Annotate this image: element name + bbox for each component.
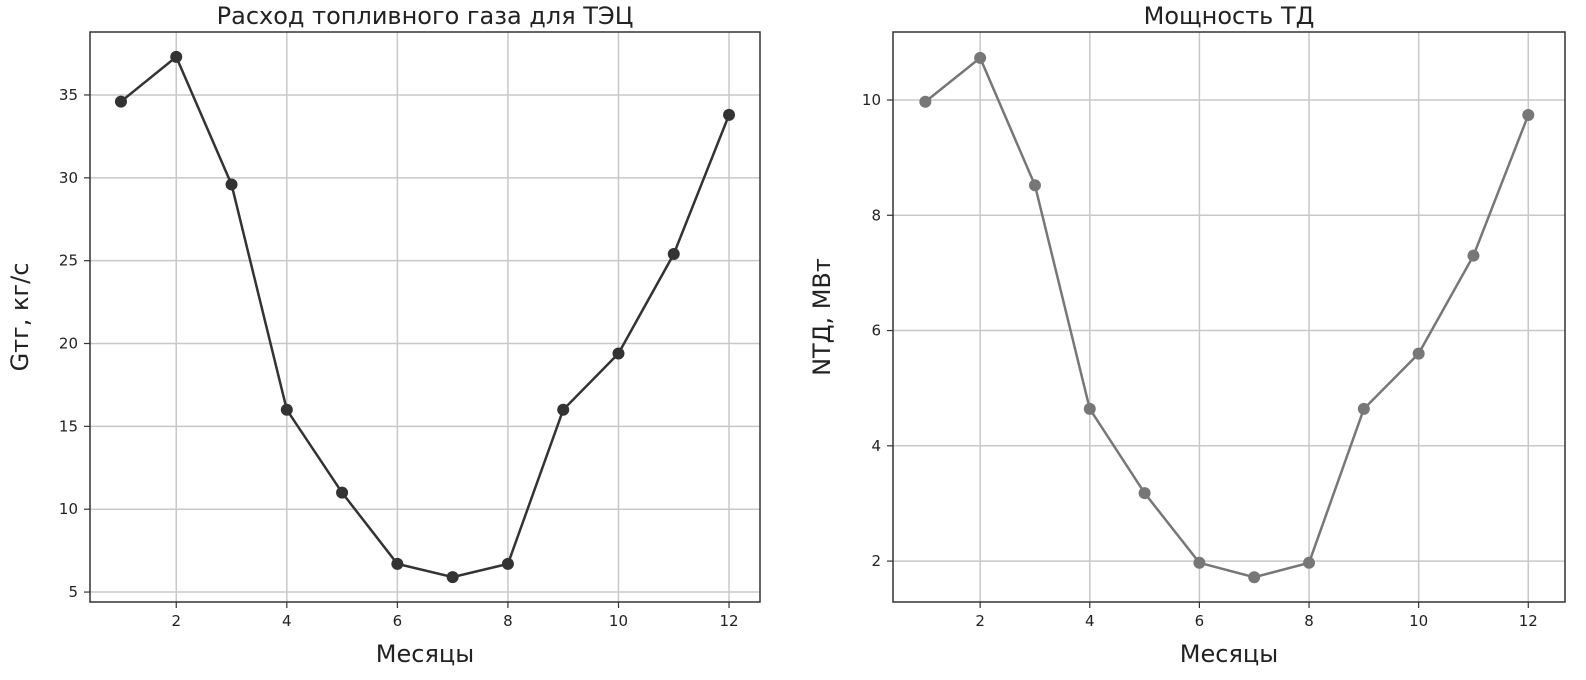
chart-title: Расход топливного газа для ТЭЦ xyxy=(217,2,634,30)
data-point xyxy=(1248,571,1261,584)
data-point xyxy=(501,557,514,570)
data-point xyxy=(446,571,459,584)
data-point xyxy=(1412,347,1425,360)
x-tick-label: 8 xyxy=(503,612,513,630)
x-tick-label: 6 xyxy=(1195,612,1205,630)
data-point xyxy=(723,108,736,121)
y-tick-label: 35 xyxy=(59,86,78,104)
y-tick-label: 25 xyxy=(59,252,78,270)
y-tick-label: 4 xyxy=(871,437,881,455)
y-tick-label: 5 xyxy=(68,583,78,601)
x-tick-label: 12 xyxy=(719,612,738,630)
x-tick-label: 2 xyxy=(171,612,181,630)
subplot-2: 2 4 6 8 10 12 2 4 6 8 10 Мощность ТД Месяцы NТД, МВт xyxy=(808,2,1566,668)
data-point xyxy=(391,557,404,570)
y-axis-label: NТД, МВт xyxy=(808,258,836,376)
y-tick-label: 8 xyxy=(871,206,881,224)
x-tick-label: 6 xyxy=(393,612,403,630)
y-tick-label: 10 xyxy=(862,91,881,109)
data-point xyxy=(1357,402,1370,415)
data-point xyxy=(170,50,183,63)
x-tick-label: 4 xyxy=(282,612,292,630)
data-point xyxy=(557,403,570,416)
data-point xyxy=(919,95,932,108)
x-tick-label: 8 xyxy=(1304,612,1314,630)
chart-title: Мощность ТД xyxy=(1144,2,1315,30)
x-axis-label: Месяцы xyxy=(1180,640,1278,668)
x-tick-label: 12 xyxy=(1519,612,1538,630)
data-point xyxy=(280,403,293,416)
data-point xyxy=(667,248,680,261)
y-tick-label: 10 xyxy=(59,500,78,518)
series-line xyxy=(924,55,1530,579)
data-point xyxy=(1083,402,1096,415)
data-point xyxy=(1138,487,1151,500)
data-point xyxy=(336,486,349,499)
x-tick-label: 10 xyxy=(609,612,628,630)
y-axis-label: Gтг, кг/с xyxy=(6,263,34,372)
data-point xyxy=(114,95,127,108)
data-point xyxy=(1303,556,1316,569)
subplot-1: 2 4 6 8 10 12 5 10 15 20 25 30 35 Расход топливного г… xyxy=(6,2,761,668)
data-point xyxy=(1193,556,1206,569)
data-point xyxy=(612,347,625,360)
plot-frame xyxy=(89,31,761,603)
data-point xyxy=(1467,249,1480,262)
y-tick-label: 15 xyxy=(59,417,78,435)
data-point xyxy=(974,51,987,64)
data-point xyxy=(1028,179,1041,192)
x-tick-label: 4 xyxy=(1085,612,1095,630)
data-point xyxy=(225,178,238,191)
y-tick-label: 30 xyxy=(59,169,78,187)
y-tick-label: 20 xyxy=(59,335,78,353)
y-tick-label: 6 xyxy=(871,322,881,340)
series-line xyxy=(120,54,731,579)
data-point xyxy=(1522,108,1535,121)
y-tick-label: 2 xyxy=(871,552,881,570)
x-axis-label: Месяцы xyxy=(376,640,474,668)
x-tick-label: 10 xyxy=(1409,612,1428,630)
plot-frame xyxy=(892,31,1566,603)
x-tick-label: 2 xyxy=(975,612,985,630)
